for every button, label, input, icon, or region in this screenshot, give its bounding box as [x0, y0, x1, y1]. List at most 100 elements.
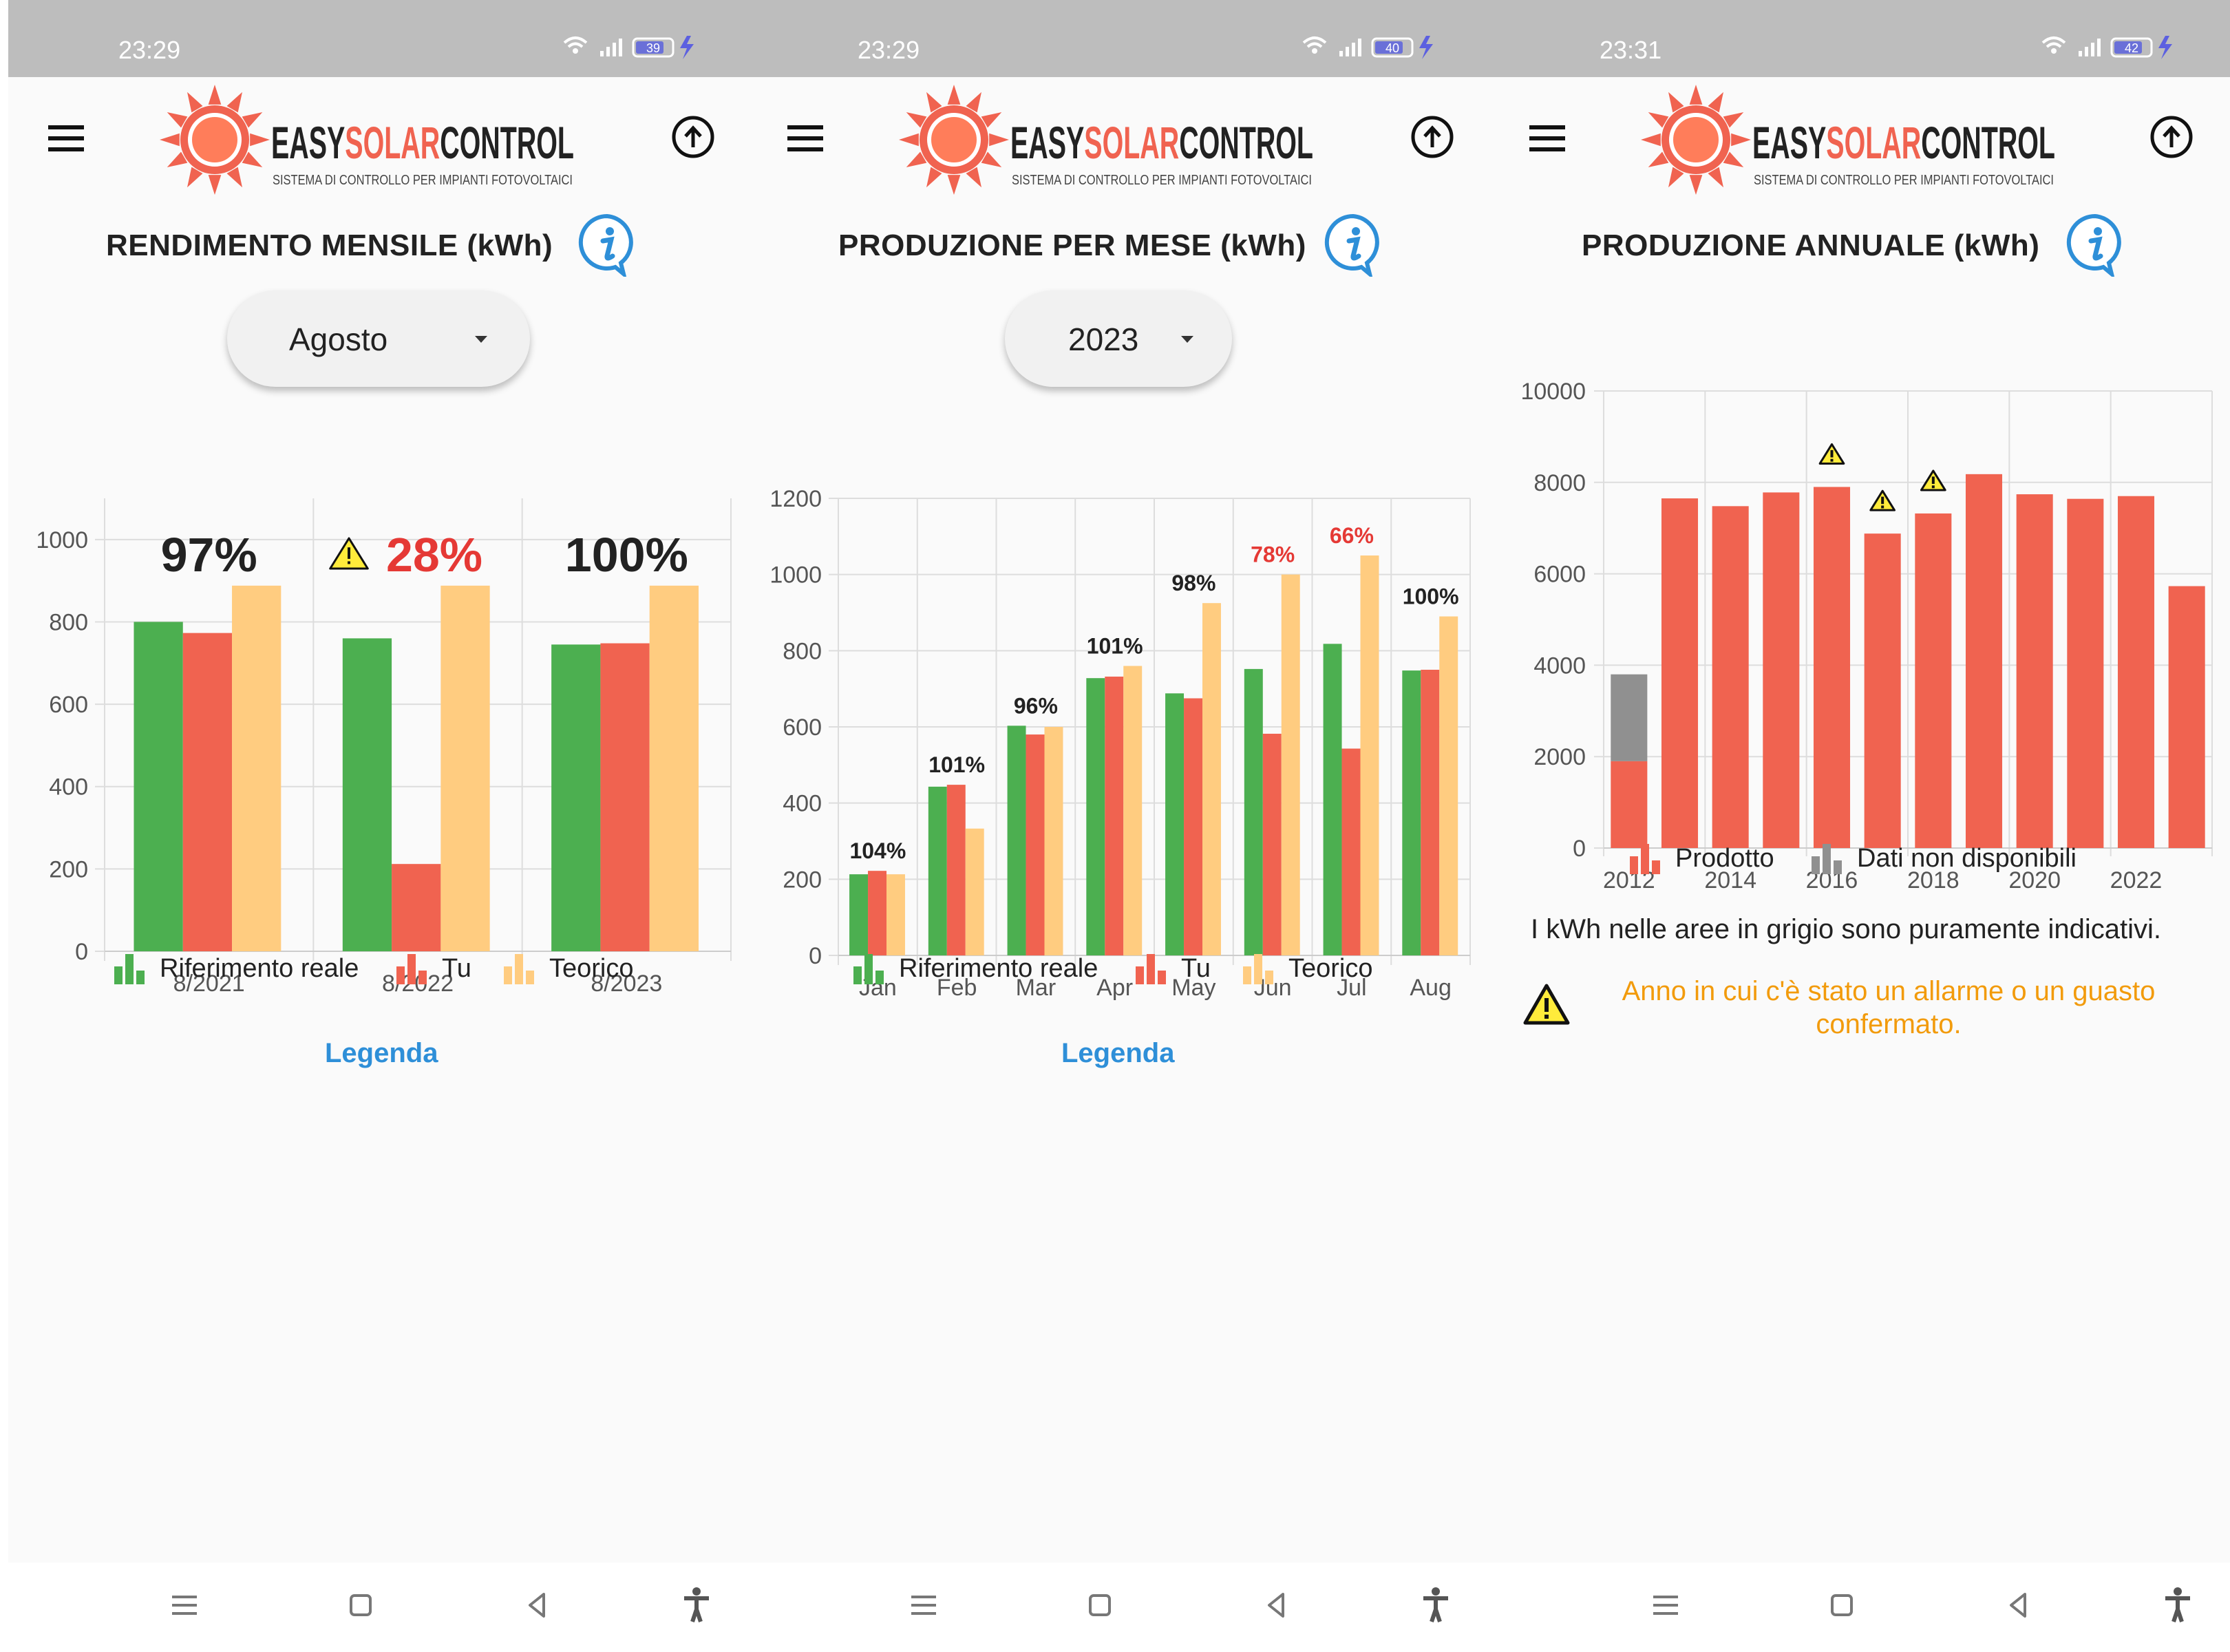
sun-icon [160, 85, 270, 195]
battery-level: 42 [2125, 41, 2138, 55]
sun-ray [160, 133, 180, 147]
bar-tu [1421, 670, 1440, 955]
app-logo: EASYSOLARCONTROL SISTEMA DI CONTROLLO PER… [1634, 81, 2074, 198]
bar-riferimento-reale [1402, 670, 1421, 955]
bar-teorico [232, 585, 282, 951]
x-tick-label: 2020 [2008, 867, 2061, 893]
bar-prodotto [2168, 586, 2205, 848]
warning-dot [348, 561, 350, 564]
sun-ray [1648, 151, 1669, 167]
data-label: 98% [1171, 571, 1215, 595]
accessibility-icon[interactable] [675, 1583, 719, 1627]
sun-ray [926, 92, 942, 113]
legend-item-you[interactable]: Tu [394, 951, 471, 986]
menu-icon[interactable] [785, 118, 826, 160]
sun-ray [167, 151, 188, 167]
legend-item-not-available[interactable]: Dati non disponibili [1809, 841, 2077, 876]
warning-icon [1818, 443, 1845, 465]
bar-tu [600, 643, 650, 951]
bar-prodotto [1864, 533, 1901, 848]
bar-riferimento-reale [1086, 678, 1105, 955]
sun-ray [226, 92, 242, 113]
sun-ray [1723, 151, 1744, 167]
warning-dot [1931, 485, 1935, 489]
back-icon[interactable] [1254, 1583, 1298, 1627]
sun-ray [187, 92, 203, 113]
legend-item-you[interactable]: Tu [1133, 951, 1211, 986]
menu-icon[interactable] [1527, 118, 1568, 160]
info-icon[interactable] [574, 211, 640, 280]
legend-label: Teorico [1288, 954, 1373, 983]
legend-item-reference[interactable]: Riferimento reale [851, 951, 1098, 986]
recent-apps-icon[interactable] [1644, 1583, 1688, 1627]
data-label: 97% [161, 528, 257, 582]
recent-apps-icon[interactable] [162, 1583, 206, 1627]
bar-teorico [886, 874, 905, 955]
legend-label: Tu [442, 954, 471, 983]
legend-link[interactable]: Legenda [325, 1038, 438, 1068]
accessibility-icon[interactable] [2156, 1583, 2200, 1627]
data-label: 66% [1330, 523, 1374, 548]
recent-apps-icon[interactable] [902, 1583, 946, 1627]
back-icon[interactable] [515, 1583, 559, 1627]
x-tick-label: Jul [1337, 975, 1366, 1001]
home-icon[interactable] [1078, 1583, 1122, 1627]
bar-prodotto [2016, 494, 2053, 848]
y-tick-label: 600 [49, 692, 88, 718]
status-icons: 42 [2041, 36, 2172, 59]
sun-core [1669, 113, 1723, 167]
data-label: 28% [386, 528, 482, 582]
bar-prodotto [1915, 513, 1952, 848]
logo-wordmark: EASYSOLARCONTROL [1010, 117, 1313, 168]
legend-label: Teorico [549, 954, 634, 983]
y-tick-label: 0 [809, 943, 822, 969]
android-nav-bar [1489, 1563, 2230, 1652]
data-label: 100% [565, 528, 688, 582]
bar-teorico [649, 585, 699, 951]
chart-legend: Riferimento reale Tu Teorico [851, 951, 1470, 993]
back-icon[interactable] [1996, 1583, 2040, 1627]
bar-riferimento-reale [1244, 668, 1263, 955]
logo-graphic: EASYSOLARCONTROL SISTEMA DI CONTROLLO PER… [899, 85, 1313, 195]
logo-subtitle: SISTEMA DI CONTROLLO PER IMPIANTI FOTOVO… [1012, 173, 1312, 188]
bar-teorico [1360, 555, 1379, 955]
accessibility-icon[interactable] [1414, 1583, 1458, 1627]
sun-ray [1708, 167, 1723, 188]
month-dropdown[interactable]: Agosto [227, 290, 530, 387]
upload-icon[interactable] [1408, 113, 1456, 161]
upload-icon[interactable] [669, 113, 717, 161]
y-tick-label: 200 [783, 867, 822, 893]
bar-tu [182, 633, 233, 951]
sun-ray [966, 92, 981, 113]
info-icon[interactable] [1320, 211, 1386, 280]
sun-ray [167, 112, 188, 128]
bar-riferimento-reale [849, 874, 869, 955]
menu-icon[interactable] [45, 118, 87, 160]
year-dropdown[interactable]: 2023 [1005, 290, 1232, 387]
x-tick-label: 2018 [1907, 867, 1960, 893]
x-tick-label: 2014 [1704, 867, 1756, 893]
bar-riferimento-reale [928, 786, 947, 955]
bar-teorico [1439, 616, 1458, 955]
legend-item-produced[interactable]: Prodotto [1627, 841, 1774, 876]
monthly-yield-chart: 0 200 400 600 800 1000 8/2021 97% 8/2022 28% 8/202… [36, 498, 732, 997]
sun-core [188, 113, 242, 167]
legend-item-theoretical[interactable]: Teorico [1240, 951, 1373, 986]
status-icons: 40 [1302, 36, 1433, 59]
legend-item-reference[interactable]: Riferimento reale [111, 951, 359, 986]
legend-item-theoretical[interactable]: Teorico [501, 951, 634, 986]
legend-label: Riferimento reale [899, 954, 1098, 983]
bar-prodotto [1965, 474, 2003, 848]
x-tick-label: 8/2021 [173, 971, 245, 997]
home-icon[interactable] [1820, 1583, 1864, 1627]
app-content: EASYSOLARCONTROL SISTEMA DI CONTROLLO PER… [747, 77, 1491, 1563]
legend-link[interactable]: Legenda [1061, 1038, 1175, 1068]
screen-monthly-yield: 23:29 39 EASYSOLARCONTROL SISTEMA DI CONT… [8, 0, 752, 1652]
upload-icon[interactable] [2147, 113, 2196, 161]
home-icon[interactable] [339, 1583, 383, 1627]
status-bar: 23:31 42 [1489, 0, 2230, 77]
data-label: 96% [1014, 693, 1058, 718]
info-icon[interactable] [2062, 211, 2128, 280]
screen-annual-production: 23:31 42 EASYSOLARCONTROL SISTEMA DI CONT… [1489, 0, 2230, 1652]
